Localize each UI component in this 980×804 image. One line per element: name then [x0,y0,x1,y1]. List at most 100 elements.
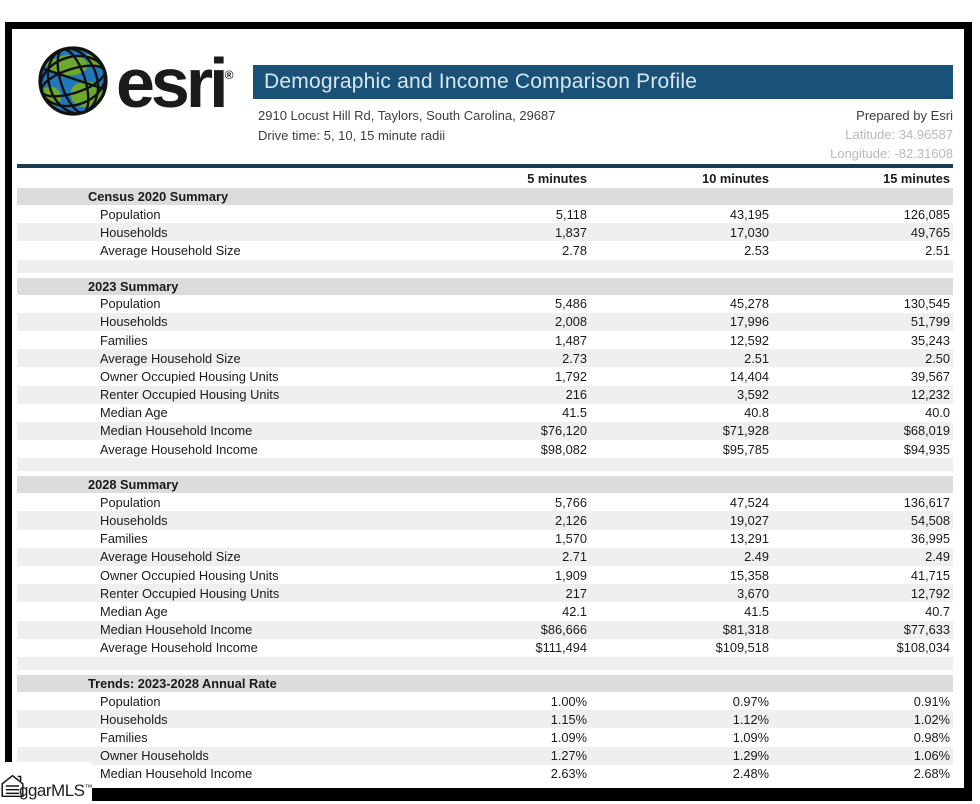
table-row: Owner Households 1.27% 1.29% 1.06% [17,746,953,765]
column-header: 5 minutes [527,170,587,186]
table-row: Average Household Size 2.71 2.49 2.49 [17,547,953,566]
longitude: Longitude: -82.31608 [830,146,953,161]
cell-value: 41.5 [744,603,769,619]
cell-value: 2,008 [554,314,587,330]
table-row: Households 1.15% 1.12% 1.02% [17,710,953,729]
report-title: Demographic and Income Comparison Profil… [264,70,698,93]
cell-value: 15,358 [729,567,769,583]
row-label: Owner Households [100,748,209,764]
cell-value: $68,019 [903,423,950,439]
cell-value: 1,570 [554,531,587,547]
cell-value: 41.5 [562,405,587,421]
house-icon [1,774,24,798]
row-label: Renter Occupied Housing Units [100,387,280,403]
table-row: Average Household Income $98,082 $95,785 $9… [17,440,953,458]
cell-value: 42.1 [562,603,587,619]
cell-value: $111,494 [535,640,587,656]
cell-value: 1,487 [554,332,587,348]
section-spacer [17,458,953,472]
section-header-row: Census 2020 Summary [17,188,953,205]
row-label: Owner Occupied Housing Units [100,567,279,583]
cell-value: 2.78 [562,242,587,258]
table-row: Owner Occupied Housing Units 1,909 15,358 4… [17,566,953,584]
column-header: 15 minutes [883,170,950,186]
cell-value: $108,034 [896,640,950,656]
cell-value: 2.48% [732,766,769,782]
cell-value: $77,633 [903,622,950,638]
cell-value: 2.49 [925,549,950,565]
cell-value: 5,766 [554,494,587,510]
cell-value: 5,118 [555,206,587,222]
table-row: Population 5,486 45,278 130,545 [17,295,953,313]
cell-value: 35,243 [910,332,950,348]
cell-value: 1.02% [913,711,950,727]
row-label: Median Age [100,405,168,421]
section-header-row: 2023 Summary [17,277,953,295]
row-label: Median Household Income [100,622,253,638]
cell-value: $109,518 [715,640,769,656]
latitude: Latitude: 34.96587 [845,127,953,142]
cell-value: 12,792 [910,585,950,601]
section-header-row: Trends: 2023-2028 Annual Rate [17,674,953,692]
cell-value: 3,592 [736,387,769,403]
cell-value: 2.51 [744,350,769,366]
section-spacer [17,471,953,477]
table-row: Households 2,008 17,996 51,799 [17,312,953,331]
cell-value: 5,486 [554,296,587,312]
cell-value: 2.50 [925,350,950,366]
cell-value: 0.98% [913,729,950,745]
esri-globe-icon [38,46,108,116]
cell-value: 1.27% [550,748,587,764]
cell-value: $71,928 [722,423,769,439]
cell-value: 136,617 [903,494,950,510]
cell-value: 3,670 [736,585,769,601]
row-label: Households [100,224,168,240]
section-spacer [17,669,953,675]
column-header: 10 minutes [702,170,769,186]
row-label: Average Household Size [100,350,241,366]
cell-value: 130,545 [903,296,950,312]
cell-value: 0.91% [913,693,950,709]
section-spacer [17,656,953,670]
table-row: Median Household Income 2.63% 2.48% 2.68% [17,765,953,783]
prepared-by: Prepared by Esri [856,108,953,123]
cell-value: 13,291 [729,531,769,547]
row-label: Average Household Size [100,242,241,258]
section-title: Census 2020 Summary [88,189,229,204]
table-row: Renter Occupied Housing Units 216 3,592 12,… [17,385,953,404]
row-label: Average Household Income [100,640,258,656]
cell-value: 12,232 [910,387,950,403]
cell-value: 43,195 [729,206,769,222]
cell-value: 0.97% [732,693,769,709]
esri-logo: esri® [36,44,233,118]
cell-value: 2.68% [913,766,950,782]
report-title-bar: Demographic and Income Comparison Profil… [253,65,953,99]
cell-value: 49,765 [910,224,950,240]
cell-value: $76,120 [540,423,587,439]
row-label: Population [100,494,161,510]
cell-value: 51,799 [910,314,950,330]
row-label: Households [100,513,168,529]
section-title: 2028 Summary [88,477,179,493]
row-label: Population [100,296,161,312]
row-label: Average Household Size [100,549,241,565]
cell-value: 1,837 [554,224,587,240]
row-label: Average Household Income [100,441,258,457]
cell-value: 14,404 [729,368,769,384]
column-header-row: 5 minutes 10 minutes 15 minutes [17,170,953,186]
cell-value: $94,935 [903,441,950,457]
section-title: 2023 Summary [88,278,179,294]
table-row: Population 5,118 43,195 126,085 [17,205,953,223]
cell-value: 41,715 [910,567,950,583]
drive-time-line: Drive time: 5, 10, 15 minute radii [258,128,446,143]
row-label: Households [100,314,168,330]
table-row: Median Age 41.5 40.8 40.0 [17,404,953,422]
section-header-row: 2028 Summary [17,476,953,494]
cell-value: 217 [565,585,587,601]
cell-value: 2.71 [562,549,587,565]
cell-value: 2,126 [554,513,587,529]
cell-value: $86,666 [540,622,587,638]
table-top-rule [17,164,953,168]
cell-value: 216 [565,387,587,403]
